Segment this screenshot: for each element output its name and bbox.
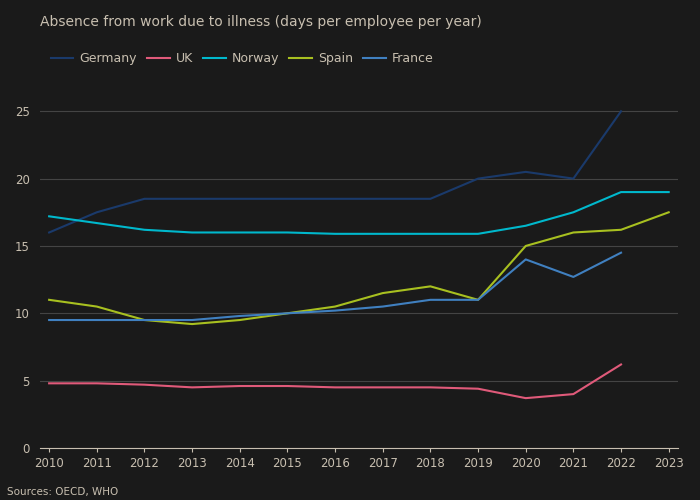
Germany xyxy=(426,196,435,202)
UK xyxy=(474,386,482,392)
Germany xyxy=(522,169,530,175)
Line: Germany: Germany xyxy=(49,112,621,232)
UK xyxy=(379,384,387,390)
Line: Norway: Norway xyxy=(49,192,668,234)
France xyxy=(188,317,196,323)
Norway xyxy=(140,227,148,233)
France xyxy=(617,250,625,256)
UK xyxy=(140,382,148,388)
Germany xyxy=(331,196,340,202)
Spain xyxy=(45,297,53,303)
France xyxy=(426,297,435,303)
Norway xyxy=(284,230,292,235)
Germany xyxy=(140,196,148,202)
Norway xyxy=(92,220,101,226)
Norway xyxy=(522,222,530,228)
Germany xyxy=(379,196,387,202)
Spain xyxy=(236,317,244,323)
UK xyxy=(426,384,435,390)
Text: Sources: OECD, WHO: Sources: OECD, WHO xyxy=(7,488,118,498)
UK xyxy=(284,383,292,389)
Line: UK: UK xyxy=(49,364,621,398)
Norway xyxy=(236,230,244,235)
Norway xyxy=(617,189,625,195)
UK xyxy=(522,395,530,401)
UK xyxy=(45,380,53,386)
UK xyxy=(236,383,244,389)
France xyxy=(236,313,244,319)
Norway xyxy=(474,231,482,237)
Spain xyxy=(569,230,577,235)
Norway xyxy=(331,231,340,237)
Spain xyxy=(617,227,625,233)
Germany xyxy=(236,196,244,202)
Norway xyxy=(379,231,387,237)
Spain xyxy=(284,310,292,316)
Norway xyxy=(664,189,673,195)
France xyxy=(140,317,148,323)
UK xyxy=(188,384,196,390)
Line: Spain: Spain xyxy=(49,212,668,324)
Spain xyxy=(92,304,101,310)
France xyxy=(92,317,101,323)
France xyxy=(522,256,530,262)
Spain xyxy=(379,290,387,296)
UK xyxy=(92,380,101,386)
France xyxy=(379,304,387,310)
France xyxy=(474,297,482,303)
Norway xyxy=(188,230,196,235)
France xyxy=(45,317,53,323)
Spain xyxy=(522,243,530,249)
France xyxy=(331,308,340,314)
Spain xyxy=(664,210,673,216)
Spain xyxy=(426,284,435,290)
Spain xyxy=(140,317,148,323)
Text: Absence from work due to illness (days per employee per year): Absence from work due to illness (days p… xyxy=(40,15,482,29)
Germany xyxy=(45,230,53,235)
UK xyxy=(331,384,340,390)
UK xyxy=(617,362,625,368)
Spain xyxy=(188,321,196,327)
Germany xyxy=(569,176,577,182)
Germany xyxy=(474,176,482,182)
Norway xyxy=(45,214,53,220)
France xyxy=(284,310,292,316)
UK xyxy=(569,391,577,397)
Norway xyxy=(569,210,577,216)
Germany xyxy=(284,196,292,202)
Spain xyxy=(474,297,482,303)
Legend: Germany, UK, Norway, Spain, France: Germany, UK, Norway, Spain, France xyxy=(46,47,439,70)
Germany xyxy=(92,210,101,216)
France xyxy=(569,274,577,280)
Germany xyxy=(188,196,196,202)
Norway xyxy=(426,231,435,237)
Line: France: France xyxy=(49,252,621,320)
Spain xyxy=(331,304,340,310)
Germany xyxy=(617,108,625,114)
